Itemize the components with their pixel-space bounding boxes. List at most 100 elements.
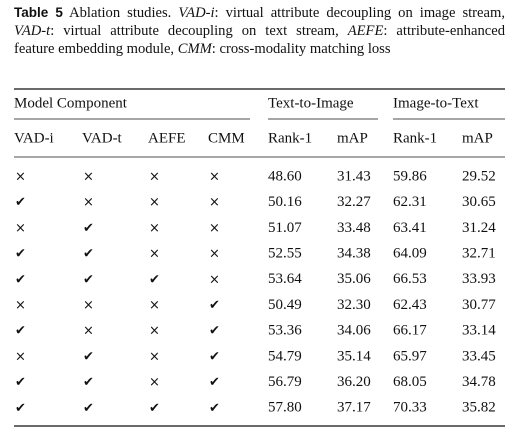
table-cell: 32.71 <box>462 246 496 262</box>
table-cell: 29.52 <box>462 168 496 184</box>
table-cell: × <box>83 170 94 185</box>
table-cell: 53.64 <box>268 271 302 287</box>
table-cell: 31.24 <box>462 220 496 236</box>
table-cell: 54.79 <box>268 348 302 364</box>
group-header: Text-to-Image <box>268 95 354 111</box>
caption-text: CMM <box>177 41 212 57</box>
caption-text: : attribute-enhanced feature embedding m… <box>14 23 505 57</box>
table-cell: 36.20 <box>337 374 371 390</box>
table-cell: × <box>15 170 26 185</box>
table-cell: 30.77 <box>462 297 496 313</box>
caption-text: : cross-modality matching loss <box>211 41 391 57</box>
table-cell: 63.41 <box>393 220 427 236</box>
table-cell: ✔ <box>15 324 26 339</box>
group-header: Model Component <box>14 95 128 111</box>
table-cell: 37.17 <box>337 400 371 416</box>
table-cell: 68.05 <box>393 374 427 390</box>
table-cell: 30.65 <box>462 194 496 210</box>
table-cell: ✔ <box>83 375 94 390</box>
table-cell: 62.43 <box>393 297 427 313</box>
table-cell: 34.38 <box>337 246 371 262</box>
table-cell: 33.48 <box>337 220 371 236</box>
table-cell: × <box>209 272 220 287</box>
caption-text: Ablation studies. <box>62 5 179 21</box>
table-cell: × <box>209 221 220 236</box>
table-cell: ✔ <box>149 401 160 416</box>
table-cell: 33.14 <box>462 323 496 339</box>
table-cell: × <box>209 170 220 185</box>
table-cell: 66.17 <box>393 323 427 339</box>
caption-text: VAD-i <box>178 5 215 21</box>
table-cell: 34.06 <box>337 323 371 339</box>
table-cell: × <box>83 324 94 339</box>
table-cell: 50.49 <box>268 297 302 313</box>
table-cell: 53.36 <box>268 323 302 339</box>
column-header: mAP <box>337 130 368 146</box>
table-cell: 51.07 <box>268 220 302 236</box>
column-header: VAD-t <box>82 130 123 146</box>
column-header: Rank-1 <box>393 130 437 146</box>
table-cell: × <box>83 298 94 313</box>
table-cell: × <box>149 349 160 364</box>
table-cell: ✔ <box>15 401 26 416</box>
table-cell: ✔ <box>15 195 26 210</box>
table-cell: × <box>149 375 160 390</box>
table-cell: × <box>209 247 220 262</box>
table-cell: × <box>149 324 160 339</box>
table-cell: ✔ <box>83 247 94 262</box>
table-cell: ✔ <box>209 349 220 364</box>
table-cell: × <box>209 195 220 210</box>
table-cell: 35.06 <box>337 271 371 287</box>
caption-text: : virtual attribute decoupling on image … <box>214 5 505 21</box>
caption-label: Table 5 <box>14 5 63 20</box>
table-cell: ✔ <box>209 375 220 390</box>
table-cell: ✔ <box>209 298 220 313</box>
table-cell: 52.55 <box>268 246 302 262</box>
table-cell: ✔ <box>83 349 94 364</box>
group-header: Image-to-Text <box>393 95 479 111</box>
table-cell: 33.45 <box>462 348 496 364</box>
table-cell: ✔ <box>149 272 160 287</box>
table-cell: ✔ <box>83 221 94 236</box>
table-cell: × <box>149 195 160 210</box>
table-cell: ✔ <box>15 247 26 262</box>
table-cell: × <box>15 349 26 364</box>
column-header: CMM <box>208 130 245 146</box>
caption-text: : virtual attribute decoupling on text s… <box>50 23 348 39</box>
table-cell: × <box>149 298 160 313</box>
table-cell: 65.97 <box>393 348 427 364</box>
table-cell: 56.79 <box>268 374 302 390</box>
table-cell: ✔ <box>15 272 26 287</box>
table-cell: 59.86 <box>393 168 427 184</box>
table-cell: × <box>15 221 26 236</box>
table-cell: ✔ <box>83 401 94 416</box>
table-cell: 62.31 <box>393 194 427 210</box>
table-cell: 32.27 <box>337 194 371 210</box>
column-header: AEFE <box>148 130 186 146</box>
caption-text: AEFE <box>347 23 384 39</box>
table-cell: ✔ <box>209 324 220 339</box>
table-cell: 70.33 <box>393 400 427 416</box>
table-cell: 66.53 <box>393 271 427 287</box>
table-cell: × <box>15 298 26 313</box>
table-cell: 31.43 <box>337 168 371 184</box>
table-caption: Table 5 Ablation studies. VAD-i: virtual… <box>14 4 505 58</box>
table-cell: ✔ <box>83 272 94 287</box>
table-cell: ✔ <box>15 375 26 390</box>
table-cell: 34.78 <box>462 374 496 390</box>
table-cell: 35.14 <box>337 348 371 364</box>
table-cell: 32.30 <box>337 297 371 313</box>
caption-text: VAD-t <box>14 23 51 39</box>
table-cell: 48.60 <box>268 168 302 184</box>
column-header: Rank-1 <box>268 130 312 146</box>
table-cell: × <box>83 195 94 210</box>
table-cell: ✔ <box>209 401 220 416</box>
column-header: mAP <box>462 130 493 146</box>
table-cell: × <box>149 247 160 262</box>
table-cell: 57.80 <box>268 400 302 416</box>
table-cell: × <box>149 170 160 185</box>
table-cell: 35.82 <box>462 400 496 416</box>
table-cell: 50.16 <box>268 194 302 210</box>
